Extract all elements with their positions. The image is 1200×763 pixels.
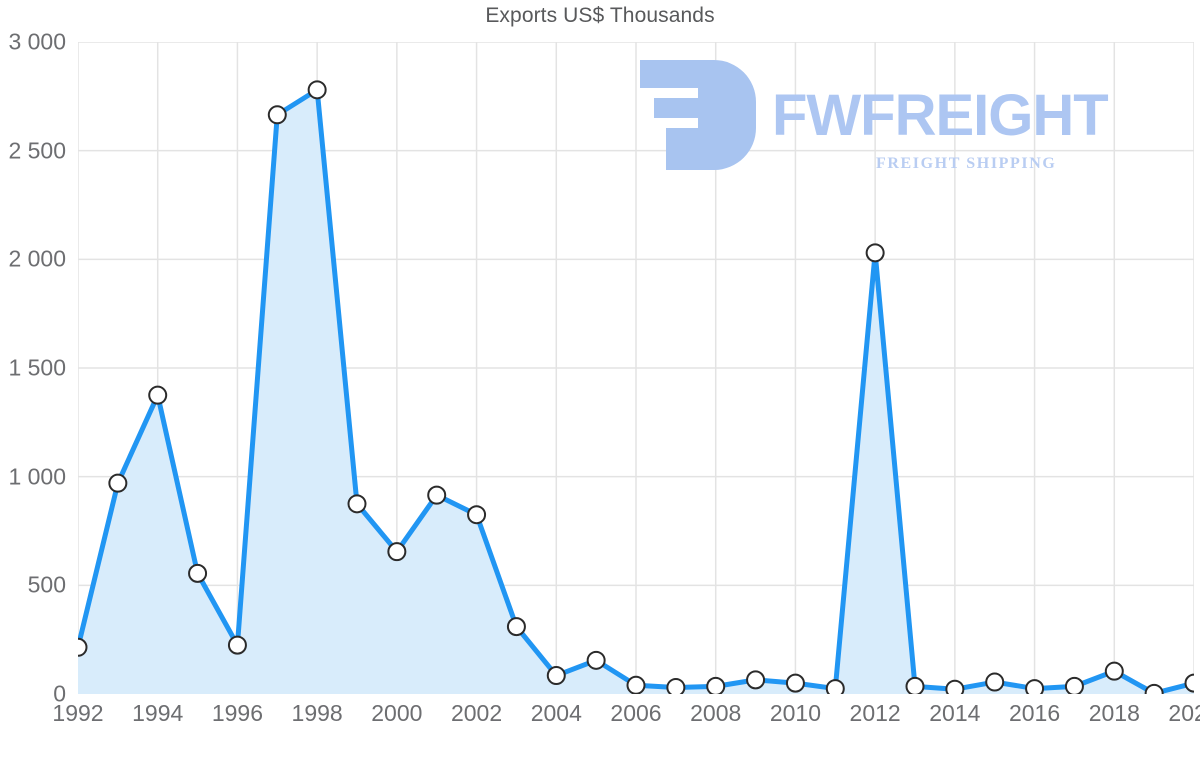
data-point-marker[interactable] — [865, 243, 885, 263]
x-tick-label: 2018 — [1088, 700, 1140, 726]
data-point-marker[interactable] — [1144, 683, 1164, 694]
data-point-marker[interactable] — [666, 677, 686, 694]
data-point-marker[interactable] — [387, 542, 407, 562]
x-tick-label: 1992 — [52, 700, 104, 726]
x-tick-label: 1994 — [132, 700, 184, 726]
data-point-marker[interactable] — [267, 105, 287, 125]
y-tick-label: 2 000 — [8, 245, 66, 272]
x-tick-label: 2008 — [690, 700, 742, 726]
chart-title: Exports US$ Thousands — [485, 4, 715, 27]
data-point-marker[interactable] — [825, 679, 845, 694]
data-point-marker[interactable] — [626, 675, 646, 694]
data-point-marker[interactable] — [1104, 661, 1124, 681]
y-tick-label: 2 500 — [8, 137, 66, 164]
y-tick-label: 500 — [27, 571, 66, 598]
x-tick-label: 2014 — [929, 700, 981, 726]
x-tick-label: 2016 — [1008, 700, 1061, 726]
x-tick-label: 1998 — [291, 700, 343, 726]
y-tick-label: 1 500 — [8, 354, 66, 381]
x-tick-label: 2000 — [371, 700, 423, 726]
series-area-fill — [78, 89, 1194, 694]
chart-plot-svg — [78, 42, 1194, 694]
x-tick-label: 1996 — [211, 700, 264, 726]
x-axis-labels: 1992 1994 1996 1998 2000 2002 2004 2006 2008 2010… — [52, 700, 1200, 740]
x-tick-label: 2006 — [610, 700, 662, 726]
x-tick-label: 2010 — [769, 700, 822, 726]
data-point-marker[interactable] — [78, 637, 88, 657]
data-point-marker[interactable] — [945, 679, 965, 694]
data-point-marker[interactable] — [1184, 673, 1195, 693]
data-point-marker[interactable] — [506, 617, 526, 637]
data-point-marker[interactable] — [905, 676, 925, 694]
data-point-marker[interactable] — [1025, 679, 1045, 694]
data-point-marker[interactable] — [706, 676, 726, 694]
data-point-marker[interactable] — [546, 666, 566, 686]
data-point-marker[interactable] — [785, 673, 805, 693]
data-point-marker[interactable] — [347, 494, 367, 514]
plot-area — [78, 42, 1194, 694]
data-point-marker[interactable] — [307, 80, 327, 100]
data-point-marker[interactable] — [108, 473, 128, 493]
x-tick-label: 2020 — [1168, 700, 1200, 726]
data-point-marker[interactable] — [188, 563, 208, 583]
y-axis-labels: 0 500 1 000 1 500 2 000 2 500 3 000 — [0, 29, 66, 707]
data-point-marker[interactable] — [746, 670, 766, 690]
y-tick-label: 0 — [53, 680, 66, 707]
data-point-marker[interactable] — [985, 672, 1005, 692]
data-point-marker[interactable] — [467, 505, 487, 525]
x-tick-label: 2004 — [530, 700, 582, 726]
data-point-marker[interactable] — [148, 385, 168, 405]
x-tick-label: 2002 — [450, 700, 503, 726]
data-point-marker[interactable] — [227, 635, 247, 655]
data-point-marker[interactable] — [1064, 676, 1084, 694]
data-point-marker[interactable] — [427, 485, 447, 505]
x-tick-label: 2012 — [849, 700, 901, 726]
y-tick-label: 3 000 — [8, 28, 66, 55]
y-tick-label: 1 000 — [8, 463, 66, 490]
data-point-marker[interactable] — [586, 650, 606, 670]
